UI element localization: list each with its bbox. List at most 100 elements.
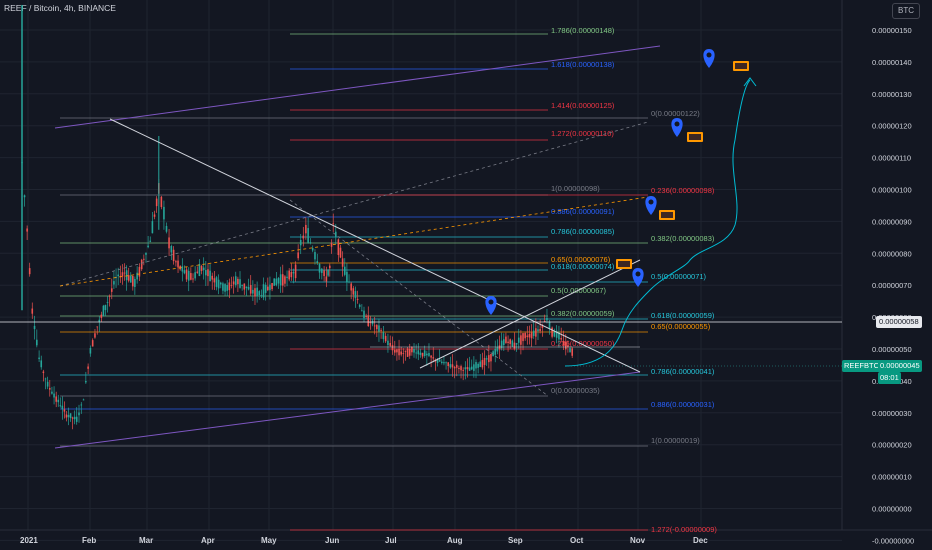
y-tick-label: 0.00000020 <box>872 441 912 450</box>
candle-body <box>185 269 188 280</box>
y-tick-label: 0.00000030 <box>872 409 912 418</box>
candle-body <box>432 357 435 359</box>
x-tick-label: Feb <box>82 536 96 545</box>
candle-body <box>352 288 355 295</box>
candle-body <box>530 332 533 339</box>
candle-body <box>175 261 177 263</box>
candle-body <box>361 310 363 312</box>
candle-body <box>198 264 201 277</box>
candle-body <box>464 367 467 370</box>
candle-body <box>541 325 544 328</box>
candle-body <box>286 276 288 278</box>
candle-body <box>481 359 484 368</box>
fib-level-label: 1.414(0.00000125) <box>551 101 615 110</box>
candle-body <box>426 353 428 356</box>
candle-body <box>181 266 184 272</box>
candle-body <box>243 283 246 290</box>
candle-body <box>269 284 271 291</box>
candle-body <box>228 282 231 291</box>
candle-body <box>490 354 492 362</box>
candle-body <box>548 321 551 330</box>
candle-body <box>75 416 78 422</box>
x-tick-label: 2021 <box>20 536 38 545</box>
candle-body <box>134 278 136 287</box>
trend-line <box>419 259 641 369</box>
map-pin-icon <box>485 296 497 315</box>
candle-body <box>234 276 237 286</box>
candle-body <box>163 206 165 220</box>
candle-body <box>254 288 256 297</box>
candle-body <box>428 353 430 356</box>
candle-body <box>470 366 473 370</box>
candle-body <box>249 285 252 294</box>
candle-body <box>350 283 352 291</box>
x-tick-label: Jun <box>325 536 339 545</box>
candle-body <box>438 359 441 362</box>
currency-button[interactable]: BTC <box>892 3 920 19</box>
candle-body <box>492 351 494 357</box>
candle-body <box>404 350 407 352</box>
candle-body <box>402 353 405 354</box>
x-tick-label: Nov <box>630 536 646 545</box>
fib-level-label: 1.618(0.00000138) <box>551 60 615 69</box>
candle-body <box>28 268 31 275</box>
fib-level-label: 1(0.00000019) <box>651 436 700 445</box>
candle-body <box>267 286 269 291</box>
candle-body <box>458 368 460 370</box>
candle-body <box>513 342 516 349</box>
candle-body <box>532 330 535 336</box>
candle-body <box>406 348 409 357</box>
candle-body <box>102 305 105 316</box>
candle-body <box>117 274 119 277</box>
y-tick-label: 0.00000130 <box>872 90 912 99</box>
candle-body <box>449 364 452 368</box>
candle-body <box>40 360 43 368</box>
fib-level-label: 0.786(0.00000041) <box>651 367 715 376</box>
candle-body <box>277 278 280 284</box>
candle-body <box>94 333 96 338</box>
y-tick-label: 0.00000110 <box>872 154 911 163</box>
candle-body <box>284 276 286 284</box>
map-pin-hole <box>648 199 654 205</box>
candle-body <box>222 283 224 291</box>
candle-body <box>290 271 293 278</box>
trend-line <box>109 118 641 373</box>
candle-body <box>507 341 509 344</box>
candle-body <box>509 339 512 344</box>
candle-body <box>106 302 109 304</box>
candle-body <box>562 341 565 345</box>
candle-body <box>271 283 273 290</box>
candle-body <box>365 316 367 318</box>
last-price-label: 0.00000045 <box>878 360 922 372</box>
candle-body <box>468 367 471 371</box>
candle-body <box>165 225 168 232</box>
candle-body <box>187 270 190 281</box>
candle-body <box>436 360 439 363</box>
candles <box>21 161 573 430</box>
candle-body <box>67 414 70 418</box>
candle-body <box>123 272 126 274</box>
candle-body <box>398 348 400 356</box>
candle-body <box>453 366 456 369</box>
candle-body <box>571 348 573 356</box>
fib-level-label: 0(0.00000035) <box>551 386 600 395</box>
candle-body <box>147 245 149 248</box>
candle-body <box>387 340 389 346</box>
candle-body <box>400 351 402 355</box>
candle-body <box>247 286 250 290</box>
candle-body <box>36 339 38 346</box>
candle-body <box>132 276 134 287</box>
candle-body <box>26 228 28 232</box>
candle-body <box>87 366 89 369</box>
y-tick-label: 0.00000000 <box>872 505 912 514</box>
candle-body <box>96 326 99 328</box>
candle-body <box>213 278 216 283</box>
candle-body <box>98 319 101 322</box>
candle-body <box>91 340 94 347</box>
chart-title: REEF / Bitcoin, 4h, BINANCE <box>4 3 116 13</box>
candle-body <box>396 349 398 353</box>
candle-body <box>327 269 329 276</box>
candle-body <box>430 355 432 358</box>
fib-level-label: 1.786(0.00000148) <box>551 26 615 35</box>
